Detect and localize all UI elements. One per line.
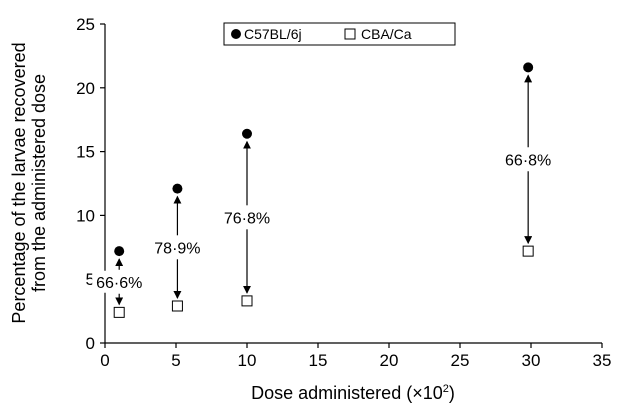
annotation-background <box>92 270 147 293</box>
y-tick-label: 15 <box>76 143 95 162</box>
y-tick-label: 20 <box>76 79 95 98</box>
legend-marker-c57bl <box>231 29 241 39</box>
annotation-background <box>501 148 556 171</box>
legend-box <box>223 22 456 46</box>
data-point-cba <box>241 295 253 307</box>
data-point-c57bl <box>172 183 183 194</box>
legend: C57BL/6j CBA/Ca <box>223 22 456 46</box>
reduction-label: 76·8% <box>224 210 270 227</box>
x-tick-label: 10 <box>238 351 257 370</box>
data-points <box>113 62 534 318</box>
y-tick-label: 25 <box>76 15 95 34</box>
legend-marker-cba <box>344 28 356 40</box>
reduction-label: 66·8% <box>505 152 551 169</box>
annotation-background <box>150 236 205 259</box>
data-point-c57bl <box>523 62 534 73</box>
x-tick-label: 5 <box>171 351 180 370</box>
legend-label-cba: CBA/Ca <box>361 26 412 42</box>
x-tick-label: 25 <box>451 351 470 370</box>
reduction-label: 78·9% <box>154 240 200 257</box>
x-tick-label: 0 <box>100 351 109 370</box>
difference-arrows: 66·6% 78·9% 76·8% 66·8% <box>92 74 556 306</box>
y-tick-label: 10 <box>76 206 95 225</box>
data-point-cba <box>171 300 183 312</box>
x-tick-label: 35 <box>593 351 612 370</box>
y-axis-label-line2: from the administered dose <box>29 74 49 292</box>
y-axis-label-line1: Percentage of the larvae recovered <box>9 42 29 323</box>
x-tick-label: 30 <box>522 351 541 370</box>
y-tick-label: 5 <box>86 270 95 289</box>
annotation-background <box>220 206 274 229</box>
data-point-c57bl <box>114 246 125 257</box>
legend-label-c57bl: C57BL/6j <box>244 26 302 42</box>
x-tick-label: 20 <box>380 351 399 370</box>
data-point-c57bl <box>242 128 252 139</box>
x-axis-label: Dose administered (×102) <box>251 383 455 403</box>
x-tick-label: 15 <box>309 351 328 370</box>
y-tick-label: 0 <box>86 334 95 353</box>
x-ticks: 0 5 10 15 20 25 30 35 <box>100 343 611 370</box>
data-point-cba <box>113 306 125 318</box>
y-ticks: 0 5 10 15 20 25 <box>76 15 105 353</box>
reduction-label: 66·6% <box>96 275 142 292</box>
y-axis-label-group: Percentage of the larvae recovered from … <box>9 42 49 323</box>
data-point-cba <box>522 245 534 257</box>
